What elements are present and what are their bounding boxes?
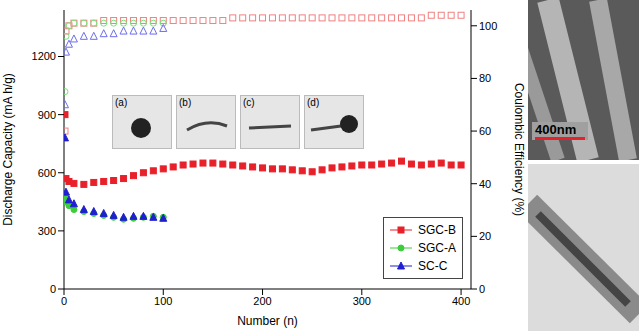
svg-text:100: 100 xyxy=(479,20,497,32)
svg-text:Coulombic Efficiency (%): Coulombic Efficiency (%) xyxy=(512,83,526,216)
svg-text:Discharge Capacity (mA h/g): Discharge Capacity (mA h/g) xyxy=(1,73,15,226)
svg-text:900: 900 xyxy=(38,109,56,121)
svg-text:300: 300 xyxy=(353,295,371,307)
html-text:SC-C: SC-C xyxy=(418,259,448,273)
svg-text:60: 60 xyxy=(479,125,491,137)
html-text:(d): (d) xyxy=(307,97,320,108)
svg-text:100: 100 xyxy=(154,295,172,307)
svg-text:200: 200 xyxy=(253,295,271,307)
svg-text:Number (n): Number (n) xyxy=(237,314,298,328)
svg-text:0: 0 xyxy=(50,283,56,295)
svg-text:1200: 1200 xyxy=(32,50,56,62)
html-text:SGC-A: SGC-A xyxy=(418,241,456,255)
svg-text:20: 20 xyxy=(479,230,491,242)
html-text:(b): (b) xyxy=(179,97,192,108)
svg-text:400: 400 xyxy=(452,295,470,307)
html-text:SGC-B: SGC-B xyxy=(418,223,456,237)
svg-text:600: 600 xyxy=(38,167,56,179)
svg-text:80: 80 xyxy=(479,72,491,84)
svg-text:40: 40 xyxy=(479,178,491,190)
svg-text:300: 300 xyxy=(38,225,56,237)
html-text:(a): (a) xyxy=(115,97,128,108)
svg-text:0: 0 xyxy=(61,295,67,307)
html-text:(c): (c) xyxy=(243,97,255,108)
html-text:400nm: 400nm xyxy=(535,122,577,137)
svg-text:0: 0 xyxy=(479,283,485,295)
